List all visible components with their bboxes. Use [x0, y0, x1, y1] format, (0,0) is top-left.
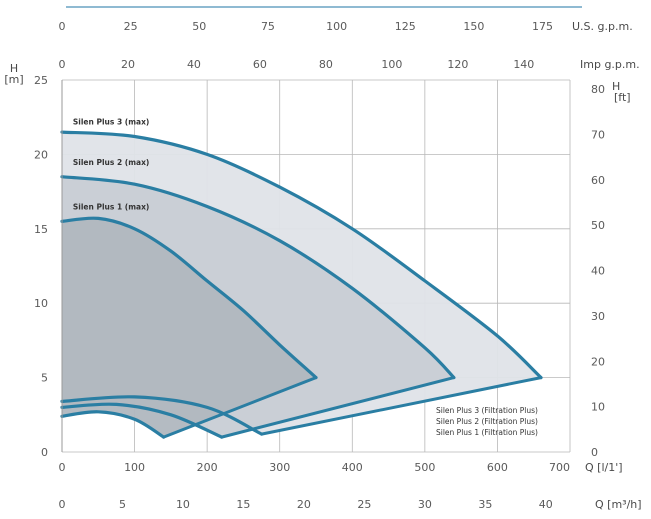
q-lmin-tick-label: 0	[59, 461, 66, 474]
us-gpm-tick-label: 100	[326, 20, 347, 33]
area-fill-3	[62, 218, 316, 438]
h-m-tick-label: 5	[41, 372, 48, 385]
us-gpm-axis-label: U.S. g.p.m.	[572, 20, 633, 33]
labels: 0 25 50 75 100 125 150 175 U.S. g.p.m.0 20 40 60 80 1…	[4, 20, 641, 511]
series-curve-1	[60, 130, 543, 380]
legend-entry: Silen Plus 2 (Filtration Plus)	[436, 417, 538, 426]
h-m-tick-label: 20	[34, 148, 48, 161]
series-annotation: Silen Plus 1 (max)	[73, 202, 149, 211]
h-ft-tick-label: 20	[591, 355, 605, 368]
h-ft-tick-label: 40	[591, 265, 605, 278]
imp-gpm-tick-label: 140	[513, 58, 534, 71]
series-curve-3	[60, 216, 318, 380]
q-lmin-tick-label: 100	[124, 461, 145, 474]
q-m3h-tick-label: 35	[478, 498, 492, 511]
h-ft-tick-label: 50	[591, 219, 605, 232]
us-gpm-tick-label: 175	[532, 20, 553, 33]
connector-line-2	[220, 376, 456, 439]
h-m-axis-label-line: [m]	[4, 73, 23, 86]
us-gpm-tick-label: 25	[124, 20, 138, 33]
imp-gpm-tick-label: 20	[121, 58, 135, 71]
h-ft-tick-label: 60	[591, 174, 605, 187]
q-m3h-tick-label: 20	[297, 498, 311, 511]
h-m-tick-label: 10	[34, 297, 48, 310]
h-ft-tick-label: 30	[591, 310, 605, 323]
imp-gpm-tick-label: 60	[253, 58, 267, 71]
h-ft-tick-label: 70	[591, 128, 605, 141]
series-curve-4	[60, 395, 264, 436]
q-m3h-tick-label: 25	[357, 498, 371, 511]
q-m3h-tick-label: 5	[119, 498, 126, 511]
imp-gpm-tick-label: 40	[187, 58, 201, 71]
series-curve-5	[60, 402, 224, 439]
curves	[60, 130, 543, 439]
q-lmin-tick-label: 300	[269, 461, 290, 474]
q-lmin-tick-label: 600	[487, 461, 508, 474]
imp-gpm-axis-label: Imp g.p.m.	[580, 58, 640, 71]
q-m3h-axis-label: Q [m³/h]	[595, 498, 642, 511]
series-curve-2	[60, 175, 456, 380]
q-m3h-tick-label: 15	[236, 498, 250, 511]
h-m-tick-label: 25	[34, 74, 48, 87]
q-m3h-tick-label: 0	[59, 498, 66, 511]
h-ft-axis-label-line: H	[612, 80, 620, 93]
legend-entry: Silen Plus 1 (Filtration Plus)	[436, 428, 538, 437]
series-annotation: Silen Plus 3 (max)	[73, 118, 149, 127]
q-m3h-tick-label: 10	[176, 498, 190, 511]
us-gpm-tick-label: 125	[395, 20, 416, 33]
series-curve-6	[60, 410, 166, 439]
q-lmin-tick-label: 500	[414, 461, 435, 474]
h-m-tick-label: 0	[41, 446, 48, 459]
connector-line-1	[260, 376, 543, 436]
series-annotation: Silen Plus 2 (max)	[73, 158, 149, 167]
q-lmin-tick-label: 700	[549, 461, 570, 474]
connector-line-3	[162, 376, 318, 439]
imp-gpm-tick-label: 80	[319, 58, 333, 71]
imp-gpm-tick-label: 100	[381, 58, 402, 71]
h-m-tick-label: 15	[34, 223, 48, 236]
q-lmin-tick-label: 400	[342, 461, 363, 474]
q-m3h-tick-label: 30	[418, 498, 432, 511]
us-gpm-tick-label: 150	[463, 20, 484, 33]
h-ft-tick-label: 0	[591, 446, 598, 459]
h-m-axis-label-line: H	[10, 62, 18, 75]
us-gpm-tick-label: 75	[261, 20, 275, 33]
legend-entry: Silen Plus 3 (Filtration Plus)	[436, 406, 538, 415]
us-gpm-tick-label: 50	[192, 20, 206, 33]
h-ft-tick-label: 10	[591, 401, 605, 414]
q-lmin-axis-label: Q [l/1']	[585, 461, 623, 474]
q-lmin-tick-label: 200	[197, 461, 218, 474]
imp-gpm-tick-label: 0	[59, 58, 66, 71]
imp-gpm-tick-label: 120	[447, 58, 468, 71]
q-m3h-tick-label: 40	[539, 498, 553, 511]
h-ft-tick-label: 80	[591, 83, 605, 96]
us-gpm-tick-label: 0	[59, 20, 66, 33]
h-ft-axis-label-line: [ft]	[614, 91, 631, 104]
